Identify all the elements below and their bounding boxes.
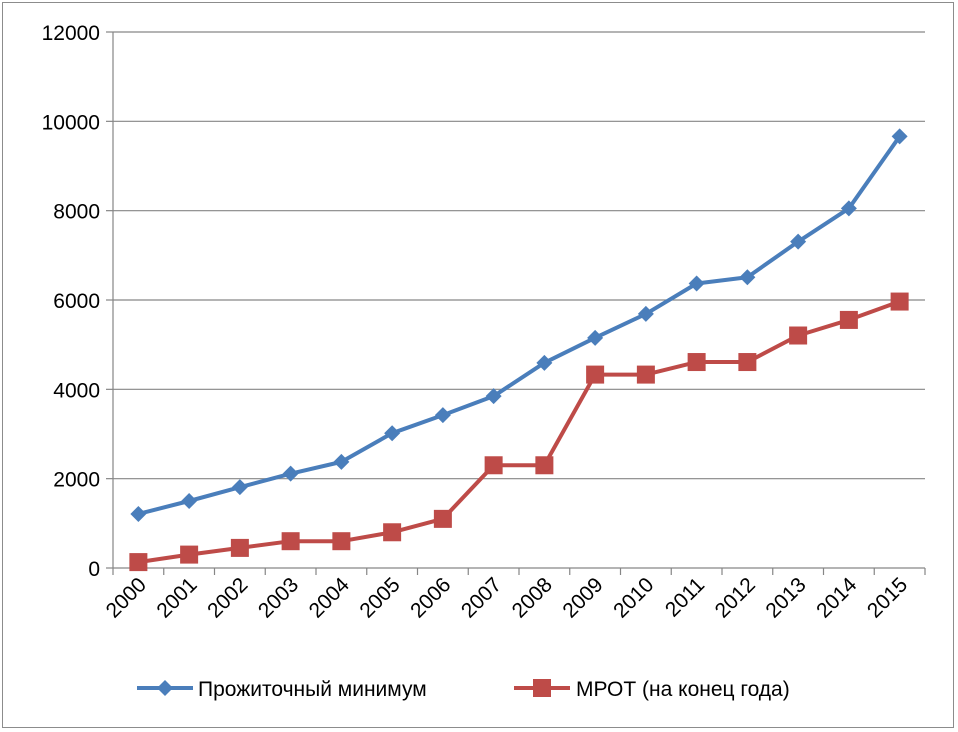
legend-marker-1: [157, 680, 173, 696]
data-point-marker-series-1: [485, 388, 502, 405]
data-point-marker-series-1: [130, 505, 147, 522]
data-point-marker-series-1: [790, 233, 807, 250]
data-point-marker-series-2: [738, 353, 757, 372]
data-point-marker-series-2: [383, 523, 402, 542]
data-point-marker-series-1: [637, 305, 654, 322]
data-point-marker-series-2: [332, 532, 351, 551]
y-tick-label: 0: [88, 558, 100, 581]
gridlines: [113, 31, 925, 480]
axes: [106, 31, 926, 575]
data-point-marker-series-2: [890, 292, 909, 311]
y-axis-tick-labels: 0 2000 4000 6000 8000 10000 12000: [42, 22, 100, 581]
series-line-2: [138, 299, 901, 565]
data-point-marker-series-2: [484, 456, 503, 475]
x-tick-label: 2006: [406, 573, 455, 622]
data-point-marker-series-2: [230, 538, 249, 557]
data-point-marker-series-1: [891, 128, 908, 145]
x-tick-label: 2000: [102, 573, 151, 622]
data-point-marker-series-2: [129, 553, 148, 572]
y-tick-label: 6000: [53, 290, 100, 313]
y-tick-label: 10000: [42, 111, 100, 134]
data-point-marker-series-1: [384, 425, 401, 442]
x-axis-tick-labels: 2000 2001 2002 2003 2004 2005 2006 2007 2008 2009…: [102, 573, 913, 623]
data-point-marker-series-1: [333, 453, 350, 470]
data-point-marker-series-2: [789, 326, 808, 345]
x-tick-label: 2008: [508, 573, 557, 622]
data-point-marker-series-1: [587, 329, 604, 346]
x-tick-label: 2001: [152, 573, 201, 622]
x-tick-label: 2015: [863, 573, 912, 622]
x-tick-label: 2013: [761, 573, 810, 622]
data-point-marker-series-2: [535, 456, 554, 475]
data-point-marker-series-1: [739, 269, 756, 286]
y-tick-label: 4000: [53, 379, 100, 402]
x-tick-label: 2012: [711, 573, 760, 622]
data-point-marker-series-1: [181, 493, 198, 509]
data-point-marker-series-1: [434, 407, 451, 424]
x-tick-label: 2010: [609, 573, 658, 622]
series-group: [129, 128, 909, 572]
y-tick-label: 2000: [53, 469, 100, 492]
data-point-marker-series-2: [586, 365, 605, 384]
data-point-marker-series-2: [687, 353, 706, 372]
series-line-1: [137, 135, 902, 516]
data-point-marker-series-1: [282, 465, 299, 482]
legend-marker-2: [533, 679, 551, 697]
data-point-marker-series-2: [433, 509, 452, 528]
x-tick-label: 2009: [558, 573, 607, 622]
x-tick-label: 2007: [457, 573, 506, 622]
data-point-marker-series-2: [180, 545, 199, 564]
data-point-marker-series-2: [839, 310, 858, 329]
x-tick-label: 2003: [254, 573, 303, 622]
data-point-marker-series-1: [231, 479, 248, 496]
data-point-marker-series-1: [840, 200, 857, 217]
x-tick-label: 2014: [812, 573, 862, 623]
x-tick-label: 2004: [305, 573, 355, 623]
x-tick-label: 2002: [203, 573, 252, 622]
x-tick-label: 2005: [355, 573, 404, 622]
legend: Прожиточный минимум МРОТ (на конец года): [137, 678, 790, 701]
data-point-marker-series-1: [688, 275, 705, 292]
data-point-marker-series-2: [281, 532, 300, 551]
y-tick-label: 8000: [53, 201, 100, 224]
x-tick-label: 2011: [661, 573, 709, 621]
y-tick-label: 12000: [42, 22, 100, 45]
legend-label-1: Прожиточный минимум: [198, 678, 427, 701]
data-point-marker-series-2: [636, 365, 655, 384]
legend-label-2: МРОТ (на конец года): [576, 678, 790, 701]
data-point-marker-series-1: [536, 354, 553, 371]
